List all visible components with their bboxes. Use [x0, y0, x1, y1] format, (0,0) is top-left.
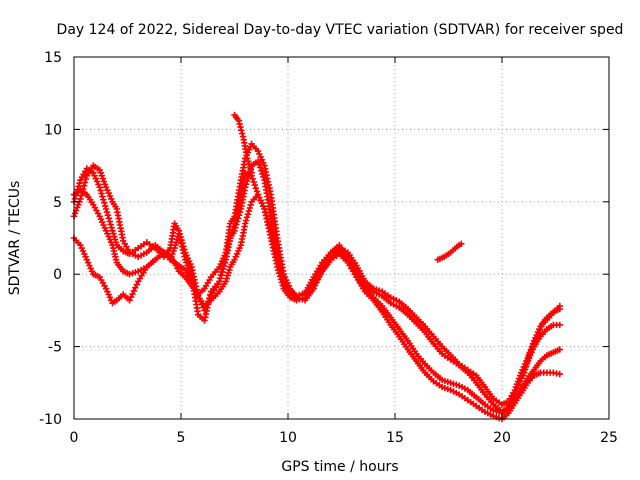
y-tick-label: -5	[48, 340, 62, 356]
data-point	[80, 182, 88, 189]
data-point	[535, 329, 542, 337]
x-tick-label: 15	[386, 430, 404, 446]
data-point	[556, 321, 563, 329]
data-point	[247, 201, 254, 209]
x-tick-label: 25	[600, 430, 618, 446]
y-tick-label: -10	[39, 412, 62, 428]
data-point	[556, 346, 563, 353]
x-axis-title: GPS time / hours	[281, 459, 398, 475]
series-fragment-c	[520, 302, 563, 379]
data-point	[78, 192, 85, 199]
series-fragment-b	[434, 240, 465, 263]
data-point	[261, 205, 268, 213]
data-point	[264, 218, 272, 225]
data-point	[99, 193, 106, 200]
data-point	[71, 195, 79, 202]
data-point	[105, 215, 113, 222]
data-point	[75, 183, 82, 190]
data-point	[536, 326, 544, 333]
data-point	[245, 207, 253, 215]
data-point	[236, 120, 243, 128]
data-point	[77, 195, 84, 203]
data-point	[250, 178, 257, 186]
data-point	[102, 202, 109, 210]
data-point	[458, 240, 465, 247]
data-point	[279, 279, 287, 286]
data-point	[246, 204, 253, 212]
data-point	[242, 220, 249, 227]
data-point	[538, 323, 545, 330]
data-point	[96, 184, 103, 191]
data-point	[271, 243, 278, 250]
data-point	[103, 208, 111, 216]
ticks: 0 5 10 15 20 25 -10 -5 0 5 10 15	[39, 50, 618, 446]
data-point	[251, 181, 258, 189]
data-point	[522, 366, 529, 373]
chart-title: Day 124 of 2022, Sidereal Day-to-day VTE…	[57, 22, 624, 38]
data-point	[252, 185, 260, 192]
data-point	[244, 211, 252, 218]
data-point	[265, 221, 273, 228]
data-point	[97, 187, 104, 194]
data-point	[106, 218, 113, 225]
data-point	[524, 356, 532, 364]
data-point	[248, 169, 255, 176]
data-point	[102, 205, 110, 213]
data-point	[263, 212, 270, 219]
data-point	[520, 372, 527, 379]
series-fragment-a	[231, 111, 255, 176]
y-tick-label: 0	[53, 267, 62, 283]
series-group	[70, 111, 563, 423]
data-point	[242, 217, 250, 224]
data-point	[253, 188, 261, 195]
data-point	[521, 369, 528, 376]
data-point	[238, 127, 245, 134]
data-point	[533, 336, 540, 343]
data-point	[525, 353, 533, 361]
x-tick-label: 0	[70, 430, 79, 446]
y-tick-label: 5	[53, 195, 62, 211]
data-point	[556, 370, 563, 378]
x-tick-label: 5	[177, 430, 186, 446]
data-point	[82, 175, 90, 183]
data-point	[76, 180, 83, 187]
data-point	[556, 302, 563, 310]
data-point	[98, 190, 105, 197]
data-point	[108, 224, 115, 231]
plot-frame	[73, 56, 610, 420]
data-point	[274, 256, 281, 263]
series-track-4	[70, 169, 563, 423]
data-point	[104, 212, 112, 219]
data-point	[275, 263, 283, 270]
data-point	[101, 199, 108, 206]
y-tick-label: 10	[44, 122, 62, 138]
y-tick-label: 15	[44, 50, 62, 66]
data-point	[243, 214, 251, 221]
x-tick-label: 10	[279, 430, 297, 446]
data-point	[257, 164, 264, 171]
data-point	[258, 167, 265, 174]
x-tick-label: 20	[493, 430, 511, 446]
data-point	[264, 215, 271, 222]
data-point	[255, 161, 263, 168]
y-axis-title: SDTVAR / TECUs	[7, 181, 23, 296]
data-point	[262, 208, 269, 216]
data-point	[249, 175, 256, 183]
data-point	[523, 363, 530, 370]
data-point	[239, 130, 246, 137]
data-point	[259, 170, 266, 177]
data-point	[534, 333, 541, 340]
data-point	[107, 221, 114, 228]
data-point	[278, 272, 285, 280]
data-point	[81, 179, 89, 186]
data-point	[523, 359, 531, 367]
data-point	[266, 224, 274, 231]
data-point	[100, 196, 107, 203]
data-point	[254, 158, 262, 165]
